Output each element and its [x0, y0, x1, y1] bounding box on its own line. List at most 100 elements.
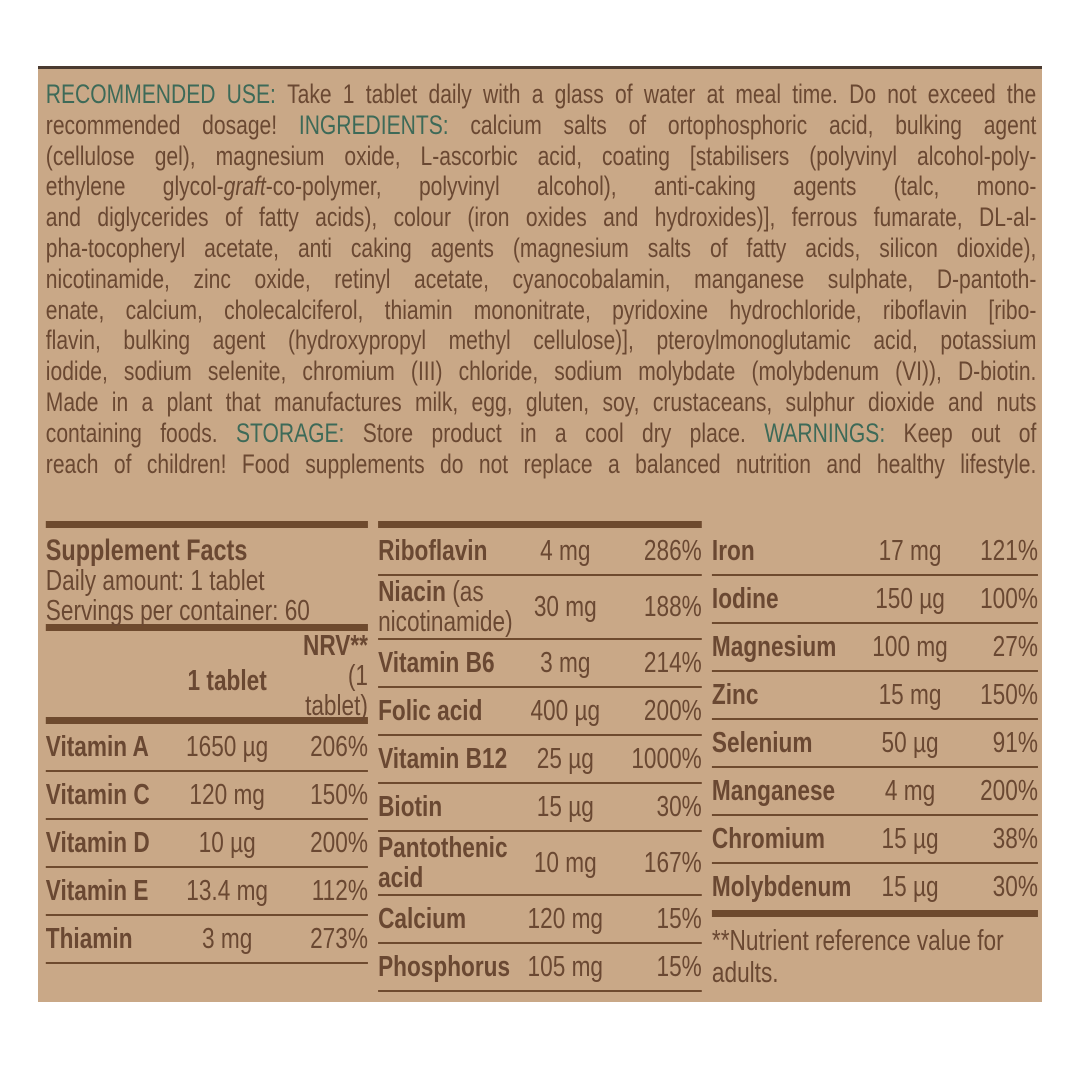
nutrient-row: Vitamin B6 3 mg 214% [378, 640, 702, 688]
word: zinc [193, 263, 231, 294]
facts-header: Supplement Facts Daily amount: 1 tablet … [45, 528, 368, 627]
nutrient-nrv: 273% [310, 922, 368, 955]
word: USE: [226, 79, 276, 109]
nutrient-amount: 15 µg [881, 822, 939, 855]
col-nrv-header: NRV** (1 tablet) [302, 630, 368, 722]
word: that [225, 386, 261, 417]
word: WARNINGS: [764, 417, 886, 448]
word: a [608, 448, 620, 479]
nutrient-nrv: 206% [310, 730, 368, 763]
word: exceed [927, 79, 996, 109]
word: acetate, [414, 263, 489, 294]
word: selenite, [207, 356, 287, 387]
word: Take [287, 79, 332, 109]
word: glycol-graft-co-polymer, [162, 171, 382, 202]
nutrient-amount: 3 mg [201, 922, 253, 955]
word: calcium [470, 109, 542, 140]
word: caking [350, 232, 412, 263]
nutrient-row: Riboflavin 4 mg 286% [378, 528, 702, 576]
word: agents [793, 171, 857, 202]
word: ferrous [791, 202, 858, 233]
word: colour [393, 202, 451, 233]
word: acids, [805, 232, 861, 263]
word: at [706, 79, 725, 109]
nutrient-amount: 120 mg [189, 778, 265, 811]
word: mono- [976, 171, 1037, 202]
nutrient-name: Magnesium [711, 631, 837, 663]
word: 1 [342, 79, 355, 109]
nutrient-name: Thiamin [45, 923, 133, 955]
word: DL-al- [979, 202, 1037, 233]
nutrient-row: Phosphorus 105 mg 15% [378, 944, 702, 992]
word: balanced [635, 448, 721, 479]
word: nuts [996, 386, 1037, 417]
word: and [826, 448, 862, 479]
usage-ingredients-text: RECOMMENDED USE: Take 1 tablet daily with a glas… [46, 79, 1037, 479]
word: daily [428, 79, 472, 109]
word: plant [166, 386, 213, 417]
nutrient-nrv: 30% [992, 870, 1038, 903]
word: [stabilisers [689, 140, 790, 171]
word: salts [563, 109, 607, 140]
servings: Servings per container: 60 [45, 595, 310, 627]
word: agents [430, 232, 494, 263]
nutrient-row: Niacin (as nicotinamide) 30 mg 188% [378, 576, 702, 640]
word: (cellulose [45, 140, 135, 171]
word: supplements [305, 448, 425, 479]
word: alcohol-poly- [916, 140, 1037, 171]
nutrient-nrv: 112% [311, 874, 368, 907]
word: methyl [448, 325, 511, 356]
word: chloride, [458, 356, 539, 387]
facts-column-1: Supplement Facts Daily amount: 1 tablet … [45, 521, 368, 964]
word: containing [45, 417, 142, 448]
word: cyanocobalamin, [512, 263, 671, 294]
nutrient-name: Vitamin B6 [378, 647, 495, 679]
word: INGREDIENTS: [298, 109, 449, 140]
nutrient-amount: 4 mg [540, 534, 591, 567]
word: do [440, 448, 464, 479]
word: not [887, 79, 917, 109]
nutrient-row: Selenium 50 µg 91% [711, 720, 1038, 768]
word: meal [735, 79, 782, 109]
word: and [45, 202, 81, 233]
nutrient-nrv: 121% [980, 534, 1038, 567]
word: salts [647, 232, 692, 263]
nutrient-row: Iron 17 mg 121% [711, 528, 1038, 576]
nutrient-amount: 25 µg [536, 742, 594, 775]
nutrient-row: Pantothenic acid 10 mg 167% [378, 832, 702, 896]
col-amount-header: 1 tablet [187, 664, 267, 697]
word: dosage! [202, 109, 278, 140]
word: silicon [879, 232, 938, 263]
word: healthy [876, 448, 945, 479]
word: oxide, [344, 140, 401, 171]
word: product [431, 417, 502, 448]
text-line: pha-tocopheryl acetate, anti caking agents (m… [46, 233, 1037, 264]
nutrient-amount: 30 mg [533, 590, 597, 623]
word: acid, [873, 325, 918, 356]
nutrient-name: Chromium [711, 823, 826, 855]
word: and [948, 386, 984, 417]
word: children! [146, 448, 227, 479]
word: hydroxides)], [654, 202, 776, 233]
text-line: reach of children! Food supplements do not repl… [46, 449, 1037, 480]
nutrient-nrv: 1000% [631, 742, 702, 775]
word: bulking [895, 109, 962, 140]
nutrient-nrv: 286% [643, 534, 702, 567]
word: fumarate, [873, 202, 963, 233]
text-line: flavin, bulking agent (hydroxypropyl methyl c… [46, 325, 1037, 356]
nutrient-amount: 15 µg [536, 790, 594, 823]
word: iodide, [45, 356, 108, 387]
nutrient-name: Vitamin C [45, 779, 150, 811]
nutrient-name: Vitamin A [45, 731, 149, 763]
word: nutrition [736, 448, 811, 479]
word: anti-caking [653, 171, 756, 202]
word: riboflavin [882, 294, 968, 325]
nutrient-nrv: 188% [643, 590, 702, 623]
nutrient-row: Zinc 15 mg 150% [711, 672, 1038, 720]
word: fatty [258, 202, 299, 233]
word: milk, [414, 386, 459, 417]
nutrient-row: Manganese 4 mg 200% [711, 768, 1038, 816]
word: STORAGE: [235, 417, 345, 448]
text-line: (cellulose gel), magnesium oxide, L-ascorbic… [46, 141, 1037, 172]
word: a [531, 79, 544, 109]
